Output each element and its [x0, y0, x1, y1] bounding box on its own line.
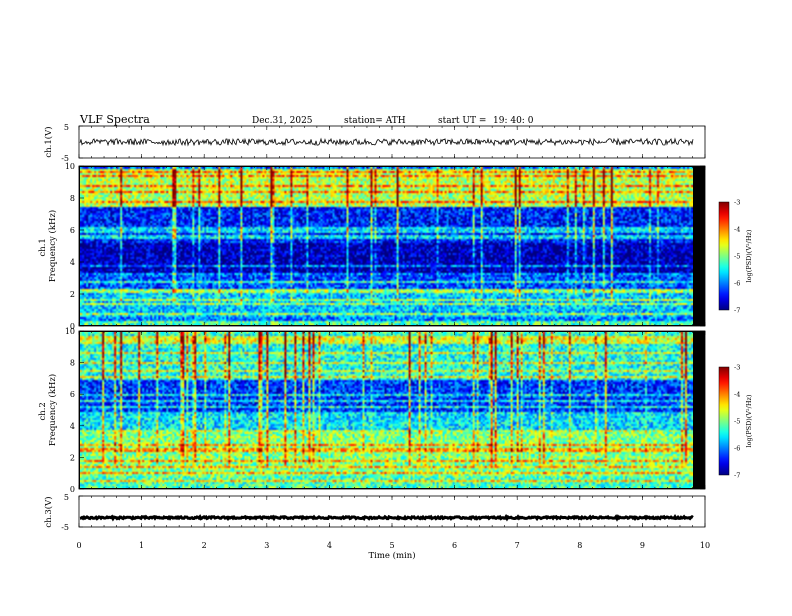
freq-tick-label: 6: [70, 226, 75, 235]
colorbar-tick-label: -5: [734, 418, 740, 426]
ch1-waveform-trace: [79, 137, 694, 147]
volt-tick-label: 5: [64, 493, 69, 502]
x-tick-label: 4: [327, 541, 332, 550]
x-tick-label: 1: [139, 541, 144, 550]
start-label: start UT =: [438, 116, 486, 126]
freq-tick-label: 10: [65, 327, 75, 336]
colorbar: [718, 366, 730, 476]
ch1-frequency-axis-label: ch.1 Frequency (kHz): [38, 210, 58, 282]
ch2-frequency-axis-label-line2: Frequency (kHz): [47, 374, 58, 446]
volt-tick-label: 5: [64, 123, 69, 132]
colorbar-tick-label: -7: [734, 472, 740, 480]
ch1-spectrogram-image: [80, 167, 693, 325]
colorbar-tick-label: -4: [734, 391, 740, 399]
ch1-frequency-axis-label-line1: ch.1: [38, 238, 48, 256]
colorbar-label: log(PSD)(V²/Hz): [745, 394, 753, 447]
colorbars-group: -3 -4 -5 -6 -7 log(PSD)(V²/Hz) -3 -4 -5 -6 -7 log(P…: [718, 199, 753, 480]
x-tick-label: 2: [202, 541, 207, 550]
colorbar: [718, 201, 730, 311]
volt-tick-label: -5: [61, 523, 69, 532]
ch3-voltage-axis-label: ch.3(V): [43, 496, 54, 527]
freq-tick-label: 8: [70, 359, 75, 368]
freq-tick-label: 10: [65, 162, 75, 171]
x-tick-label: 6: [452, 541, 457, 550]
colorbar-tick-label: -6: [734, 280, 740, 288]
freq-tick-label: 8: [70, 194, 75, 203]
colorbar-tick-label: -6: [734, 445, 740, 453]
colorbar-tick-label: -4: [734, 226, 740, 234]
time-axis-label: Time (min): [368, 550, 415, 561]
start-time: 19: 40: 0: [493, 116, 534, 126]
colorbar-label: log(PSD)(V²/Hz): [745, 229, 753, 282]
freq-tick-label: 2: [70, 290, 75, 299]
ch3-waveform-frame: [78, 495, 706, 528]
freq-tick-label: 6: [70, 390, 75, 399]
x-tick-label: 7: [515, 541, 520, 550]
ch3-waveform-trace: [79, 513, 694, 522]
x-tick-label: 10: [700, 541, 710, 550]
x-tick-label: 8: [577, 541, 582, 550]
date-label: Dec.31, 2025: [252, 116, 313, 126]
x-tick-label: 5: [389, 541, 394, 550]
station-label: station= ATH: [344, 116, 406, 126]
figure-title: VLF Spectra: [79, 113, 150, 126]
freq-tick-label: 4: [70, 258, 75, 267]
freq-tick-label: 0: [70, 322, 75, 331]
ch1-frequency-axis-label-line2: Frequency (kHz): [47, 210, 58, 282]
x-tick-label: 9: [640, 541, 645, 550]
freq-tick-label: 4: [70, 422, 75, 431]
x-tick-label: 0: [76, 541, 81, 550]
colorbar-tick-label: -3: [734, 199, 740, 207]
ch2-frequency-axis-label: ch.2 Frequency (kHz): [38, 374, 58, 446]
ch2-spectrogram-image: [80, 332, 693, 488]
ch2-frequency-axis-label-line1: ch.2: [38, 402, 48, 420]
freq-tick-label: 0: [70, 485, 75, 494]
freq-tick-label: 2: [70, 453, 75, 462]
colorbar-tick-label: -7: [734, 307, 740, 315]
x-tick-label: 3: [264, 541, 269, 550]
colorbar-tick-label: -3: [734, 364, 740, 372]
ch1-voltage-axis-label: ch.1(V): [43, 126, 54, 157]
volt-tick-label: -5: [61, 154, 69, 163]
colorbar-tick-label: -5: [734, 253, 740, 261]
